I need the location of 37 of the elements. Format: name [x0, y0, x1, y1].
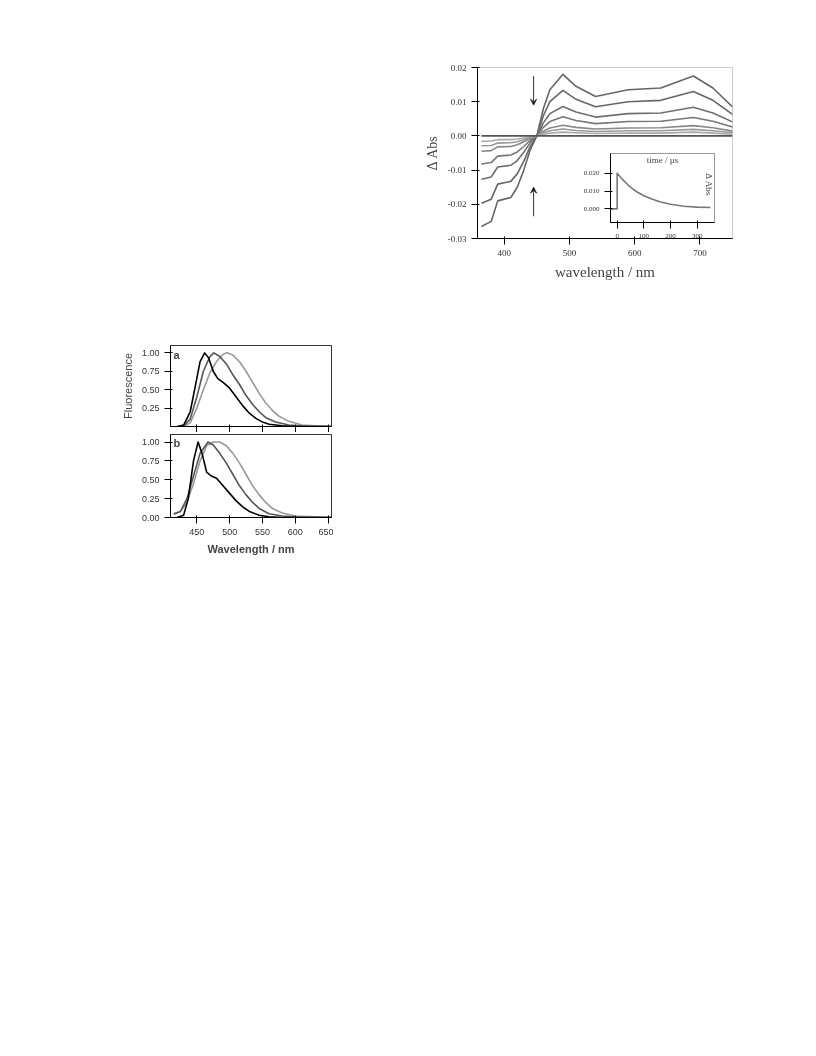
x-tick-label: 600	[627, 247, 642, 258]
y-tick-label: 0.01	[450, 96, 467, 107]
y-tick-label: 0.25	[141, 403, 160, 414]
y-tick-label: 0.25	[141, 493, 160, 504]
y-tick-label: 0.75	[141, 366, 160, 377]
y-tick-label: 0.00	[450, 130, 467, 141]
x-tick-label: 550	[254, 526, 271, 537]
y-tick-label: -0.03	[447, 233, 467, 244]
x-tick-label: 700	[693, 247, 708, 258]
x-axis-title: wavelength / nm	[555, 263, 656, 280]
line-series	[480, 128, 733, 147]
x-tick-label: 500	[222, 526, 238, 537]
line-series	[610, 172, 712, 210]
x-axis-title: Wavelength / nm	[207, 542, 295, 555]
y-axis-title: Δ Abs	[704, 173, 715, 196]
y-tick-label: 0.50	[141, 474, 160, 485]
annotation: a	[173, 348, 181, 361]
x-tick-label: 400	[497, 247, 512, 258]
x-tick-label: 650	[318, 526, 334, 537]
y-axis-title: Fluorescence	[121, 352, 134, 420]
y-tick-label: 1.00	[141, 437, 160, 448]
y-tick-label: -0.02	[447, 199, 467, 210]
annotation: b	[173, 436, 181, 449]
x-tick-label: 500	[562, 247, 577, 258]
y-tick-label: 0.00	[141, 512, 160, 523]
x-tick-label: 450	[189, 526, 205, 537]
line-series	[480, 73, 733, 228]
y-axis-title: Δ Abs	[424, 136, 440, 171]
x-tick-label: 600	[287, 526, 303, 537]
y-tick-label: 1.00	[141, 347, 160, 358]
y-tick-label: 0.50	[141, 384, 160, 395]
line-series	[480, 124, 733, 153]
y-tick-label: -0.01	[447, 165, 467, 176]
x-axis-title: time / µs	[646, 154, 679, 165]
y-tick-label: 0.75	[141, 455, 160, 466]
y-tick-label: 0.02	[450, 62, 467, 73]
line-series	[480, 131, 733, 143]
